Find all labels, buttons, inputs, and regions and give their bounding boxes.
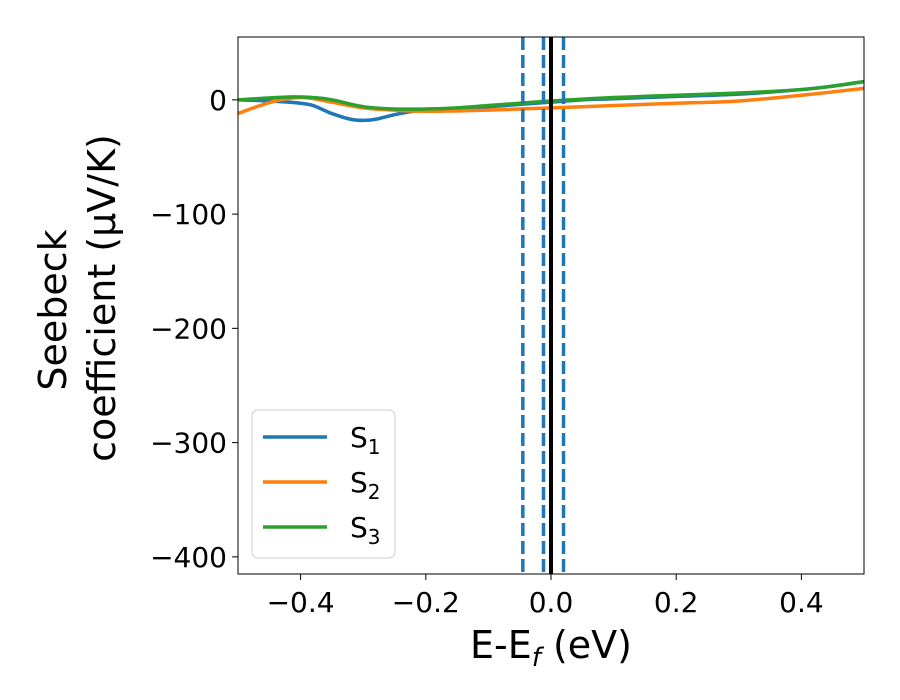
y-tick-label: −200 [150,312,227,345]
x-tick-label: −0.4 [267,586,335,619]
series-line-s3 [238,79,864,111]
legend-box [251,409,396,559]
legend-label-s3: S3 [350,511,381,549]
y-tick-label: 0 [209,84,227,117]
y-tick-label: −400 [150,541,227,574]
y-axis-label-line2: coefficient (μV/K) [80,134,124,462]
legend-label-s2: S2 [350,466,381,504]
x-axis-label: E-Ef (eV) [470,623,632,673]
x-tick-label: 0.2 [654,586,699,619]
x-tick-label: 0.0 [529,586,574,619]
legend-label-s1: S1 [350,421,381,459]
y-axis-label-line1: Seebeck [31,229,75,390]
y-tick-label: −300 [150,427,227,460]
legend: S1 S2 S3 [251,409,396,559]
x-tick-label: 0.4 [779,586,824,619]
y-tick-label: −100 [150,198,227,231]
x-tick-label: −0.2 [392,586,460,619]
